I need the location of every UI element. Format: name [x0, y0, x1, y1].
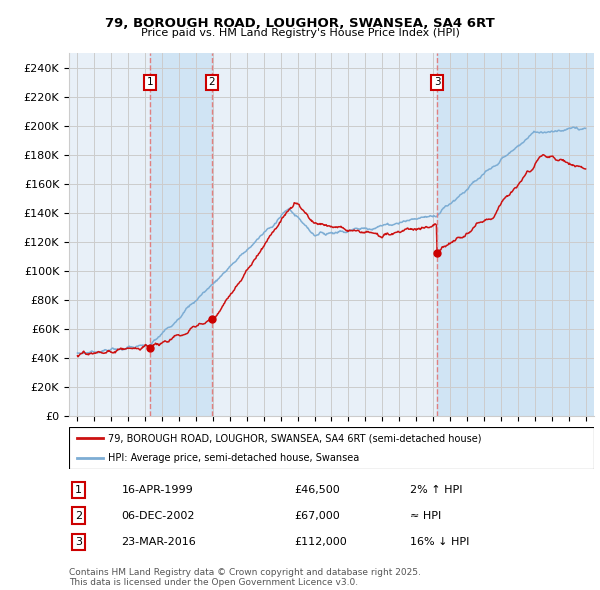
Text: 79, BOROUGH ROAD, LOUGHOR, SWANSEA, SA4 6RT: 79, BOROUGH ROAD, LOUGHOR, SWANSEA, SA4 …: [105, 17, 495, 30]
Text: 2: 2: [75, 510, 82, 520]
FancyBboxPatch shape: [69, 427, 594, 469]
Text: £46,500: £46,500: [295, 486, 341, 495]
Text: £67,000: £67,000: [295, 510, 341, 520]
Text: ≈ HPI: ≈ HPI: [410, 510, 442, 520]
Text: 2: 2: [208, 77, 215, 87]
Bar: [437, 53, 594, 416]
Text: 23-MAR-2016: 23-MAR-2016: [121, 537, 196, 547]
Text: 16% ↓ HPI: 16% ↓ HPI: [410, 537, 470, 547]
Text: HPI: Average price, semi-detached house, Swansea: HPI: Average price, semi-detached house,…: [109, 453, 359, 463]
Text: 16-APR-1999: 16-APR-1999: [121, 486, 193, 495]
Bar: [150, 53, 212, 416]
Text: 2% ↑ HPI: 2% ↑ HPI: [410, 486, 463, 495]
Text: 1: 1: [75, 486, 82, 495]
Text: 3: 3: [75, 537, 82, 547]
Text: 79, BOROUGH ROAD, LOUGHOR, SWANSEA, SA4 6RT (semi-detached house): 79, BOROUGH ROAD, LOUGHOR, SWANSEA, SA4 …: [109, 433, 482, 443]
Text: Price paid vs. HM Land Registry's House Price Index (HPI): Price paid vs. HM Land Registry's House …: [140, 28, 460, 38]
Text: Contains HM Land Registry data © Crown copyright and database right 2025.
This d: Contains HM Land Registry data © Crown c…: [69, 568, 421, 587]
Text: 06-DEC-2002: 06-DEC-2002: [121, 510, 195, 520]
Text: 1: 1: [147, 77, 154, 87]
Text: 3: 3: [434, 77, 440, 87]
Text: £112,000: £112,000: [295, 537, 347, 547]
